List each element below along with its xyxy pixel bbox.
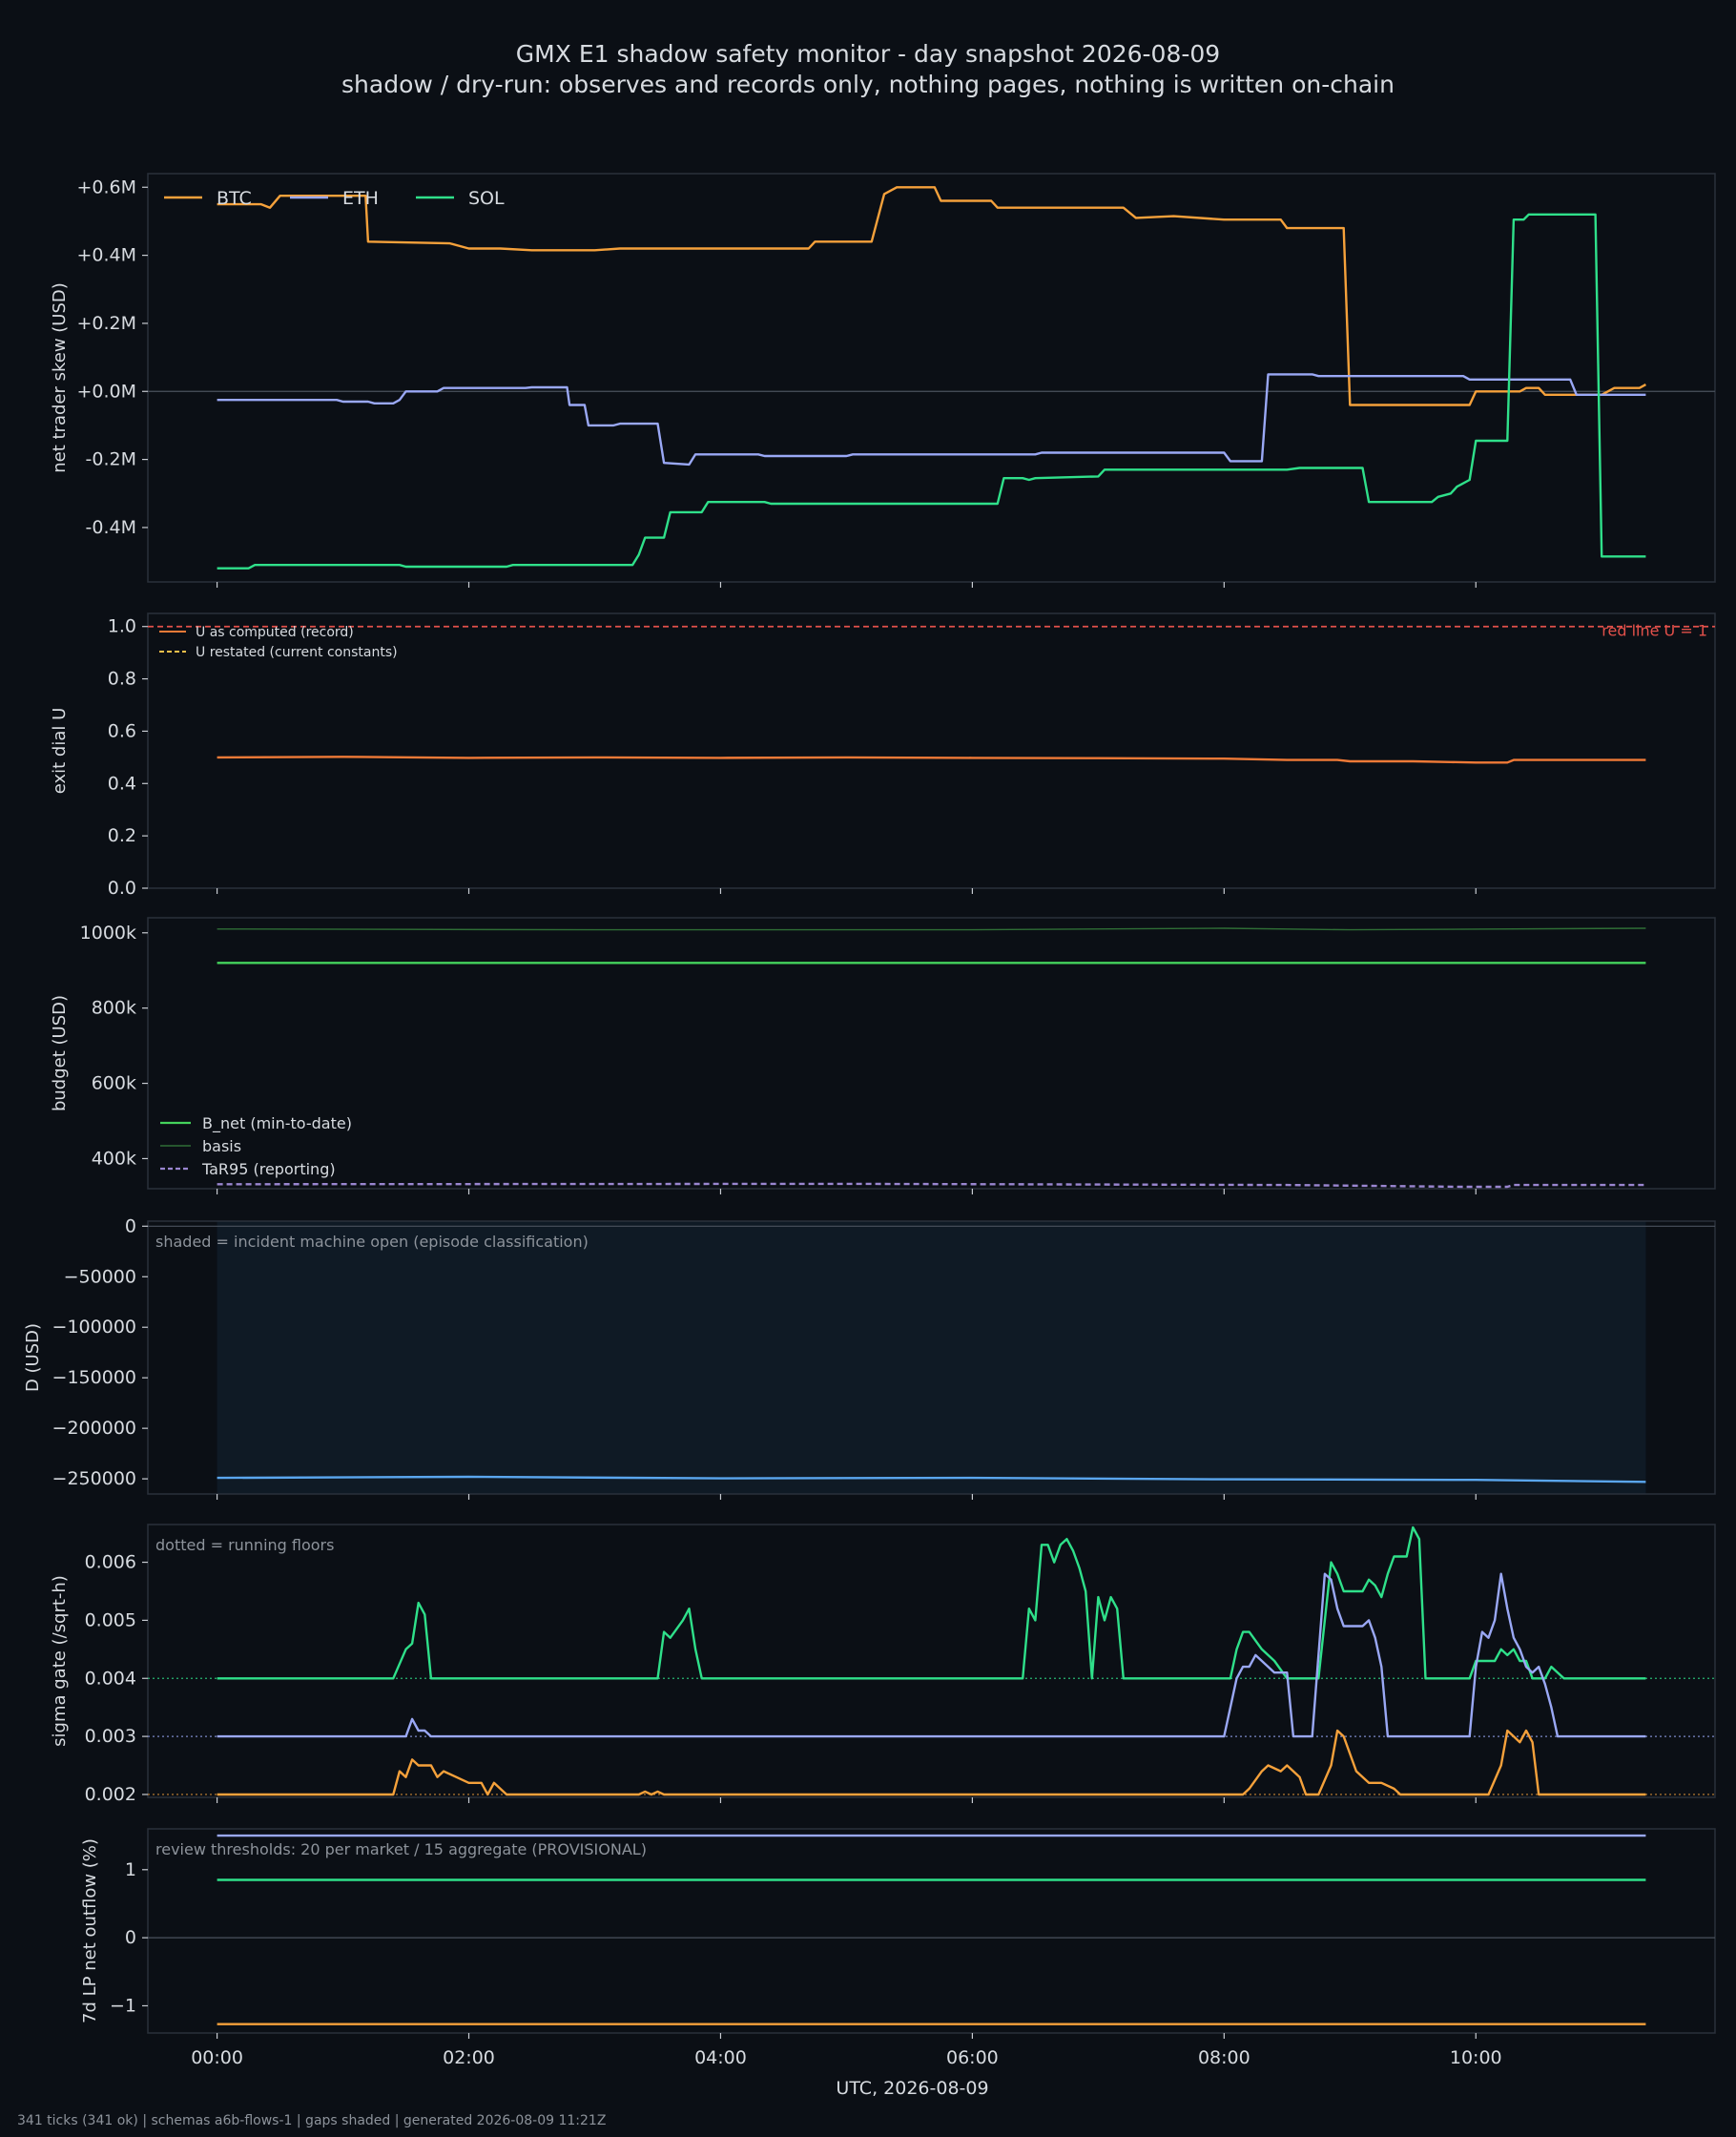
- series-line-eth: [217, 373, 1646, 467]
- panel-frame: [147, 1220, 1716, 1495]
- x-tick-label: 06:00: [946, 2047, 999, 2068]
- y-tick-label: 600k: [92, 1073, 136, 1094]
- legend-label: B_net (min-to-date): [202, 1114, 352, 1133]
- incident-shade: [217, 1221, 1646, 1494]
- y-axis-label: budget (USD): [50, 995, 70, 1111]
- y-tick-label: +0.0M: [76, 381, 136, 402]
- y-axis-label: D (USD): [23, 1323, 43, 1392]
- red-line-label: red line U = 1: [1602, 622, 1707, 640]
- x-tick-label: 04:00: [694, 2047, 747, 2068]
- panel-frame: [147, 1828, 1716, 2034]
- y-tick-label: −100000: [52, 1317, 136, 1338]
- legend-label: ETH: [342, 188, 379, 209]
- series-line-sol: [217, 213, 1646, 570]
- chart-subtitle: shadow / dry-run: observes and records o…: [341, 71, 1395, 98]
- panel-annotation: review thresholds: 20 per market / 15 ag…: [155, 1840, 647, 1858]
- y-tick-label: −200000: [52, 1418, 136, 1439]
- legend-label: BTC: [217, 188, 252, 209]
- y-tick-label: 400k: [92, 1148, 136, 1169]
- y-tick-label: −50000: [64, 1266, 136, 1287]
- panel-2: 0.0 0.2 0.4 0.6 0.8 1.0 exit dial U red line U …: [50, 612, 1716, 899]
- series-line-d: [217, 1475, 1646, 1483]
- y-tick-label: 1000k: [80, 923, 136, 944]
- series-line-sol: [217, 1525, 1646, 1680]
- y-tick-label: +0.4M: [76, 245, 136, 266]
- y-tick-label: +0.6M: [76, 176, 136, 197]
- y-axis-label: net trader skew (USD): [50, 282, 70, 473]
- y-tick-label: 0.4: [108, 773, 136, 794]
- panel-5: 0.002 0.003 0.004 0.005 0.006 sigma gate (/sq…: [50, 1524, 1716, 1805]
- y-tick-label: 800k: [92, 998, 136, 1019]
- y-tick-label: 0.006: [85, 1552, 136, 1573]
- legend-label: SOL: [468, 188, 505, 209]
- y-tick-label: 0.6: [108, 720, 136, 741]
- y-tick-label: 0.003: [85, 1726, 136, 1747]
- series-line-u-as-computed-record-: [217, 756, 1646, 764]
- y-axis-label: sigma gate (/sqrt-h): [50, 1575, 70, 1747]
- legend-label: basis: [202, 1137, 241, 1155]
- series-line-eth: [217, 1572, 1646, 1738]
- panel-1: -0.4M -0.2M +0.0M +0.2M +0.4M +0.6M net trader…: [50, 173, 1716, 588]
- y-axis-label: exit dial U: [50, 708, 70, 795]
- y-tick-label: 0.8: [108, 669, 136, 690]
- y-tick-label: -0.2M: [86, 449, 136, 470]
- panel-frame: [147, 917, 1716, 1190]
- panel-3: 400k 600k 800k 1000k budget (USD) B_net (min-…: [50, 917, 1716, 1194]
- panel-annotation: shaded = incident machine open (episode …: [155, 1233, 589, 1251]
- x-tick-label: 02:00: [443, 2047, 495, 2068]
- legend-label: U restated (current constants): [196, 645, 398, 660]
- panel-frame: [147, 173, 1716, 583]
- y-tick-label: 0.2: [108, 825, 136, 846]
- panel-frame: [147, 612, 1716, 889]
- y-tick-label: +0.2M: [76, 313, 136, 334]
- y-tick-label: 0: [125, 1215, 136, 1236]
- panel-annotation: dotted = running floors: [155, 1536, 334, 1554]
- y-axis-label: 7d LP net outflow (%): [80, 1838, 100, 2023]
- y-tick-label: 0.002: [85, 1784, 136, 1805]
- series-line-basis: [217, 927, 1646, 931]
- y-tick-label: 0: [125, 1927, 136, 1948]
- chart-title: GMX E1 shadow safety monitor - day snaps…: [515, 40, 1221, 68]
- legend-label: U as computed (record): [196, 625, 354, 640]
- y-tick-label: −150000: [52, 1367, 136, 1388]
- y-tick-label: -0.4M: [86, 517, 136, 538]
- panel-frame: [147, 1524, 1716, 1798]
- y-tick-label: −1: [110, 1995, 136, 2016]
- y-tick-label: 1.0: [108, 616, 136, 637]
- x-axis-label: UTC, 2026-08-09: [836, 2078, 988, 2099]
- y-tick-label: 0.005: [85, 1609, 136, 1630]
- legend-label: TaR95 (reporting): [201, 1160, 336, 1178]
- x-tick-label: 08:00: [1198, 2047, 1250, 2068]
- series-line-btc: [217, 186, 1646, 406]
- x-tick-label: 10:00: [1450, 2047, 1502, 2068]
- x-tick-label: 00:00: [191, 2047, 243, 2068]
- y-tick-label: 1: [125, 1859, 136, 1880]
- y-tick-label: 0.0: [108, 878, 136, 899]
- y-tick-label: −250000: [52, 1468, 136, 1489]
- status-footer: 341 ticks (341 ok) | schemas a6b-flows-1…: [17, 2113, 607, 2128]
- series-line-btc: [217, 1729, 1646, 1796]
- panel-4: −250000 −200000 −150000 −100000 −50000 0 D (US…: [23, 1215, 1716, 1500]
- panel-6: −1 0 1 7d LP net outflow (%) review threshol…: [80, 1828, 1716, 2099]
- series-line-tar95-reporting-: [217, 1182, 1646, 1189]
- y-tick-label: 0.004: [85, 1668, 136, 1689]
